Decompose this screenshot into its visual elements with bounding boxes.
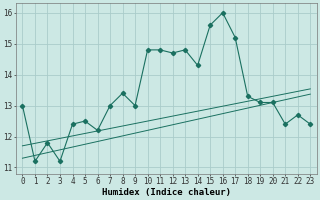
X-axis label: Humidex (Indice chaleur): Humidex (Indice chaleur) [102,188,231,197]
